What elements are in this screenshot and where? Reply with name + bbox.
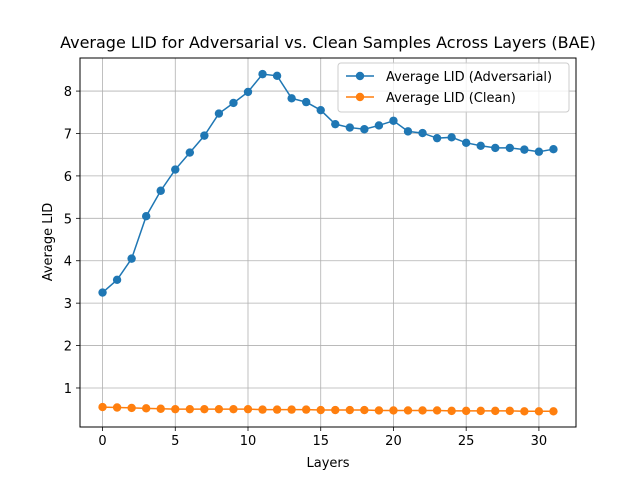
data-point <box>214 404 224 414</box>
data-point <box>185 404 195 414</box>
data-point <box>374 406 384 415</box>
y-tick-label: 8 <box>64 85 72 100</box>
data-point <box>214 109 224 118</box>
x-tick-label: 25 <box>458 434 475 449</box>
series-clean <box>98 402 558 416</box>
data-point <box>534 147 544 156</box>
data-point <box>360 405 369 415</box>
data-point <box>316 405 325 415</box>
data-point <box>360 125 369 134</box>
data-point <box>461 406 471 416</box>
series-layer <box>98 69 558 416</box>
legend-label: Average LID (Adversarial) <box>386 70 552 85</box>
data-point <box>520 145 529 154</box>
plot-frame <box>79 57 577 428</box>
x-axis-label: Layers <box>306 456 349 471</box>
data-point <box>476 406 485 416</box>
data-point <box>447 133 456 142</box>
data-point <box>301 97 311 107</box>
data-point <box>229 404 238 414</box>
data-point <box>98 288 107 297</box>
data-point <box>272 71 282 81</box>
y-tick-label: 4 <box>64 255 72 270</box>
grid <box>80 58 576 427</box>
y-tick-label: 6 <box>64 170 72 185</box>
data-point <box>243 404 253 414</box>
x-tick-label: 10 <box>240 434 257 449</box>
data-point <box>345 123 355 132</box>
data-point <box>491 143 500 153</box>
data-point <box>432 133 442 143</box>
data-point <box>476 141 485 150</box>
data-point <box>141 212 151 221</box>
data-point <box>258 69 267 79</box>
data-point <box>127 403 136 413</box>
y-tick-label: 2 <box>64 340 72 355</box>
y-tick-label: 3 <box>64 297 72 312</box>
data-point <box>229 98 238 108</box>
ticks: 0 5 10 15 20 25 30 1 2 3 4 5 6 7 8 <box>64 85 547 449</box>
x-tick-label: 0 <box>98 434 106 449</box>
data-point <box>200 404 209 414</box>
data-point <box>403 406 413 415</box>
data-point <box>418 406 427 415</box>
y-tick-label: 1 <box>64 382 72 397</box>
data-point <box>549 144 558 154</box>
legend-box <box>337 62 570 113</box>
data-point <box>156 404 165 413</box>
data-point <box>534 407 544 416</box>
y-tick-label: 5 <box>64 212 72 227</box>
data-point <box>331 119 340 129</box>
data-point <box>389 116 398 125</box>
data-point <box>549 407 558 416</box>
data-point <box>200 131 209 140</box>
x-tick-label: 15 <box>312 434 329 449</box>
data-point <box>461 138 471 148</box>
data-point <box>418 128 427 138</box>
legend-marker <box>355 71 365 81</box>
data-point <box>447 406 456 416</box>
legend-label: Average LID (Clean) <box>386 91 516 106</box>
data-point <box>505 406 515 416</box>
y-tick-label: 7 <box>64 127 72 142</box>
legend-marker <box>355 92 365 102</box>
data-point <box>171 165 180 174</box>
data-point <box>141 404 151 413</box>
data-point <box>403 127 413 136</box>
data-point <box>156 186 165 195</box>
data-point <box>287 94 296 103</box>
data-point <box>505 143 515 153</box>
x-tick-label: 5 <box>171 434 179 449</box>
data-point <box>127 254 136 263</box>
data-point <box>432 406 442 415</box>
data-point <box>185 148 195 157</box>
data-point <box>272 405 282 414</box>
data-point <box>98 402 107 412</box>
data-point <box>389 406 398 415</box>
data-point <box>345 405 355 415</box>
y-axis-label: Average LID <box>41 203 56 282</box>
data-point <box>171 404 180 414</box>
x-tick-label: 30 <box>531 434 548 449</box>
data-point <box>243 87 253 97</box>
legend: Average LID (Adversarial) Average LID (Cl… <box>337 62 570 113</box>
data-point <box>316 105 325 115</box>
x-tick-label: 20 <box>385 434 402 449</box>
data-point <box>331 405 340 415</box>
data-point <box>112 403 122 412</box>
data-point <box>301 405 311 414</box>
data-point <box>520 407 529 416</box>
data-point <box>112 275 122 285</box>
chart-title: Average LID for Adversarial vs. Clean Sa… <box>60 33 596 52</box>
data-point <box>287 405 296 414</box>
data-point <box>491 406 500 416</box>
data-point <box>374 121 384 130</box>
data-point <box>258 405 267 414</box>
series-adversarial <box>98 69 558 297</box>
